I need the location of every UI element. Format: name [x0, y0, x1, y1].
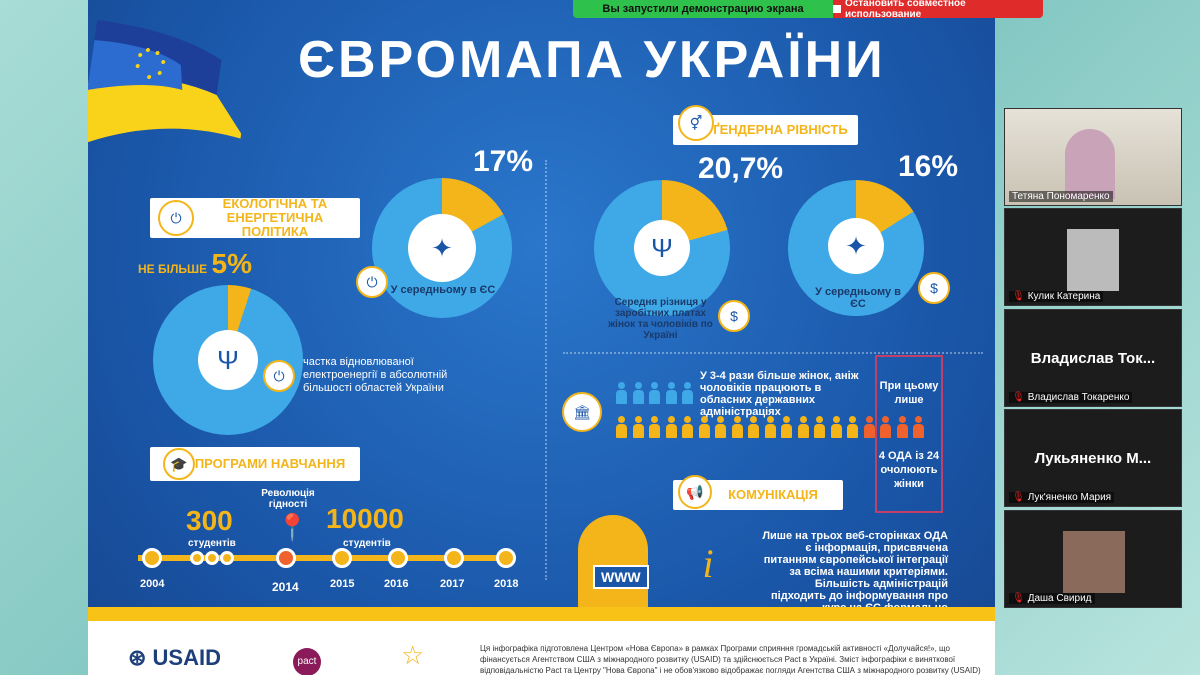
eu-renewable-label: У середньому в ЄС	[390, 284, 496, 296]
students-label: студентів	[343, 538, 391, 549]
timeline-dot	[205, 551, 219, 565]
women-icons	[615, 416, 929, 443]
year-label: 2018	[494, 578, 519, 590]
communication-text: Лише на трьох веб-сторінках ОДА є інформ…	[762, 530, 948, 614]
eu-pay-gap-label: У середньому в ЄС	[815, 286, 901, 310]
participant-tile[interactable]: Лукьяненко М... 🎙 Лук'яненко Мария	[1004, 409, 1182, 507]
timeline-line	[138, 555, 513, 561]
plug-icon: ⏻	[158, 200, 194, 236]
participant-tile[interactable]: 🎙 Даша Свирид	[1004, 510, 1182, 608]
ua-pay-gap-label: Середня різниця у заробітних платах жіно…	[608, 297, 713, 341]
eu-renewable-pct: 17%	[473, 145, 534, 178]
mic-muted-icon: 🎙	[1012, 593, 1025, 604]
stop-icon	[833, 5, 841, 13]
map-pin-icon: 📍	[276, 512, 309, 542]
participant-name: Даша Свирид	[1027, 593, 1092, 604]
money-icon: $	[718, 300, 750, 332]
shared-screen-slide: ЄВРОМАПА УКРАЇНИ ЕКОЛОГІЧНА ТА ЕНЕРГЕТИЧ…	[88, 0, 995, 675]
revolution-label: Революція гідності	[261, 488, 315, 510]
new-europe-logo: ☆	[401, 640, 425, 670]
participant-name: Тетяна Пономаренко	[1009, 191, 1113, 202]
year-label: 2015	[330, 578, 355, 590]
infographic-title: ЄВРОМАПА УКРАЇНИ	[298, 31, 886, 89]
participant-name: Владислав Токаренко	[1027, 392, 1130, 403]
stop-share-button[interactable]: Остановить совместное использование	[833, 0, 1043, 20]
participant-name: Лук'яненко Мария	[1027, 492, 1112, 503]
trident-icon: Ψ	[198, 330, 258, 390]
participant-tile[interactable]: 🎙 Кулик Катерина	[1004, 208, 1182, 306]
timeline-dot	[142, 548, 162, 568]
timeline-dot	[444, 548, 464, 568]
pact-logo: pact	[293, 648, 321, 675]
timeline-dot	[388, 548, 408, 568]
ua-pay-gap-pct: 20,7%	[698, 152, 784, 185]
megaphone-icon: 📢	[678, 475, 712, 509]
participant-display-name: Владислав Ток...	[1030, 350, 1156, 367]
info-icon: i	[702, 541, 714, 586]
plug-icon: ⏻	[356, 266, 388, 298]
mic-muted-icon: 🎙	[1012, 392, 1025, 403]
disclaimer-text: Ця інфографіка підготовлена Центром «Нов…	[480, 644, 981, 675]
divider	[545, 160, 547, 580]
timeline-dot	[332, 548, 352, 568]
divider	[563, 352, 983, 354]
participant-tile[interactable]: Тетяна Пономаренко	[1004, 108, 1182, 206]
avatar	[1063, 531, 1125, 593]
trident-icon: Ψ	[634, 220, 690, 276]
box-top-text: При цьому лише	[879, 380, 939, 406]
avatar	[1065, 129, 1115, 199]
ua-renewable-callout: НЕ БІЛЬШЕ 5%	[138, 248, 252, 279]
gender-heading: ҐЕНДЕРНА РІВНІСТЬ	[673, 115, 858, 145]
building-icon	[578, 515, 648, 607]
www-label: WWW	[593, 565, 649, 589]
money-icon: $	[918, 272, 950, 304]
year-label: 2017	[440, 578, 465, 590]
avatar	[1067, 229, 1119, 291]
gender-icon: ⚥	[678, 105, 714, 141]
staff-ratio-text: У 3-4 рази більше жінок, аніж чоловіків …	[700, 370, 859, 418]
oda-heads-box: При цьому лише 4 ОДА із 24 очолюють жінк…	[875, 355, 943, 513]
students-300: 300	[186, 505, 233, 536]
eu-stars-icon: ✦	[828, 218, 884, 274]
yellow-band	[88, 607, 995, 621]
year-label: 2014	[272, 580, 299, 594]
timeline-dot	[220, 551, 234, 565]
eu-pay-gap-pct: 16%	[898, 150, 959, 183]
year-label: 2016	[384, 578, 409, 590]
mic-muted-icon: 🎙	[1012, 291, 1025, 302]
eu-stars-icon: ✦	[408, 214, 476, 282]
graduation-cap-icon: 🎓	[163, 448, 195, 480]
year-label: 2004	[140, 578, 165, 590]
plug-icon: ⏻	[263, 360, 295, 392]
box-bottom-text: 4 ОДА із 24 очолюють жінки	[878, 450, 940, 490]
students-label: студентів	[188, 538, 236, 549]
eu-ukraine-flag	[88, 20, 246, 145]
timeline-dot-2014	[276, 548, 296, 568]
timeline-dot	[496, 548, 516, 568]
timeline-dot	[190, 551, 204, 565]
students-10000: 10000	[326, 503, 404, 534]
ua-renewable-label: частка відновлюваної електроенергії в аб…	[303, 356, 448, 394]
participant-name: Кулик Катерина	[1027, 291, 1101, 302]
screen-share-status: Вы запустили демонстрацию экрана	[573, 0, 833, 18]
participant-tile[interactable]: Владислав Ток... 🎙 Владислав Токаренко	[1004, 309, 1182, 407]
usaid-logo: ⊛ USAID	[128, 645, 221, 670]
administration-icon: 🏛	[562, 392, 602, 432]
participant-display-name: Лукьяненко М...	[1034, 450, 1152, 467]
mic-muted-icon: 🎙	[1012, 492, 1025, 503]
men-icons	[615, 382, 698, 409]
